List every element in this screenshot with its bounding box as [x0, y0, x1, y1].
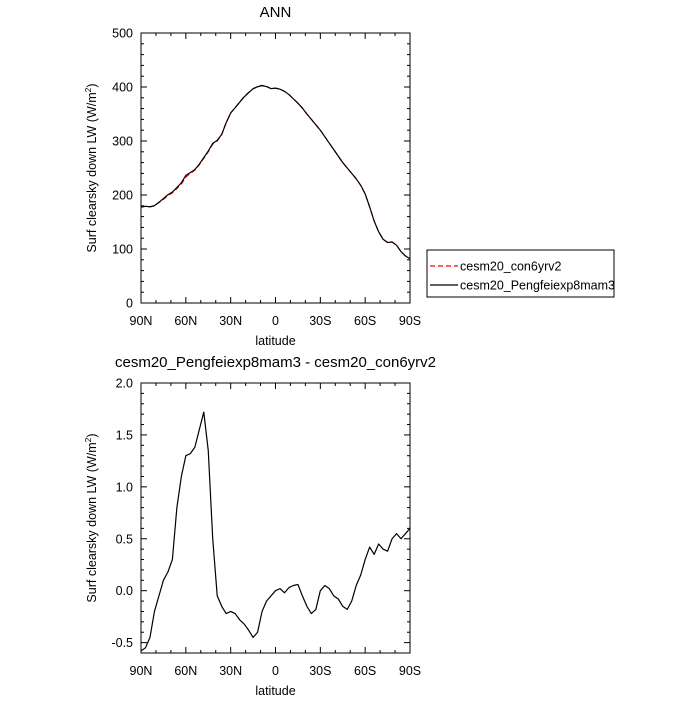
chart-title: ANN [260, 4, 292, 21]
x-axis-label: latitude [255, 334, 295, 348]
legend: cesm20_con6yrv2 cesm20_Pengfeiexp8mam3 [426, 249, 615, 298]
x-tick-label: 60S [354, 664, 376, 678]
y-tick-label: 1.5 [116, 428, 133, 442]
y-tick-label: 500 [112, 27, 133, 41]
y-axis-label-main: Surf clearsky down LW (W/m [85, 442, 99, 602]
y-tick-label: 0.5 [116, 532, 133, 546]
x-tick-label: 90S [399, 664, 421, 678]
x-tick-label: 90S [399, 314, 421, 328]
y-axis-label-sup: 2 [83, 87, 93, 92]
plot-frame [140, 32, 411, 304]
x-tick-label: 60S [354, 314, 376, 328]
x-tick-label: 30S [309, 314, 331, 328]
x-tick-label: 30S [309, 664, 331, 678]
y-axis-label: Surf clearsky down LW (W/m2) [83, 433, 99, 602]
chart-title: cesm20_Pengfeiexp8mam3 - cesm20_con6yrv2 [115, 354, 436, 371]
series-line-1 [140, 84, 411, 260]
y-tick-label: 100 [112, 243, 133, 257]
x-tick-label: 30N [219, 664, 242, 678]
y-axis-label: Surf clearsky down LW (W/m2) [83, 83, 99, 252]
legend-label-1: cesm20_con6yrv2 [460, 260, 561, 274]
x-tick-label: 60N [174, 664, 197, 678]
y-axis-label-close: ) [85, 433, 99, 437]
y-axis-label-sup: 2 [83, 437, 93, 442]
x-tick-label: 0 [272, 664, 279, 678]
y-axis-label-main: Surf clearsky down LW (W/m [85, 92, 99, 252]
y-tick-label: 2.0 [116, 377, 133, 391]
series-line-1 [140, 411, 411, 652]
x-tick-label: 90N [130, 664, 153, 678]
y-tick-label: 200 [112, 189, 133, 203]
y-tick-label: 1.0 [116, 480, 133, 494]
panel-2: cesm20_Pengfeiexp8mam3 - cesm20_con6yrv2… [83, 354, 436, 698]
plot-frame [140, 382, 411, 654]
x-tick-label: 30N [219, 314, 242, 328]
y-tick-label: 0 [126, 297, 133, 311]
tick-marks [140, 382, 411, 654]
y-tick-label: 0.0 [116, 584, 133, 598]
series-line-2 [140, 85, 411, 260]
x-axis-label: latitude [255, 684, 295, 698]
y-axis-label-close: ) [85, 83, 99, 87]
legend-box [426, 249, 615, 298]
legend-label-2: cesm20_Pengfeiexp8mam3 [460, 279, 615, 293]
x-tick-label: 0 [272, 314, 279, 328]
x-tick-label: 90N [130, 314, 153, 328]
tick-marks [140, 32, 411, 304]
y-tick-label: 400 [112, 81, 133, 95]
x-tick-label: 60N [174, 314, 197, 328]
panel-1: ANN 0 100 200 300 400 500 90N 60N 30N 0 30S 60S 90S la… [83, 4, 615, 348]
y-tick-label: -0.5 [111, 636, 133, 650]
y-tick-label: 300 [112, 135, 133, 149]
